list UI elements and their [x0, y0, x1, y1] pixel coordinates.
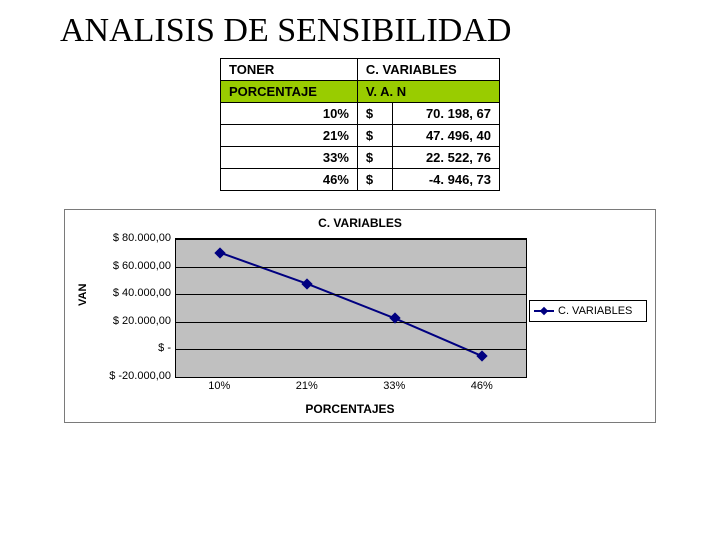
chart-gridline [176, 294, 526, 295]
cell-dollar: $ [357, 103, 392, 125]
table-row: 21% $ 47. 496, 40 [221, 125, 500, 147]
chart-y-tick-label: $ - [101, 342, 171, 354]
chart-y-tick-label: $ 80.000,00 [101, 232, 171, 244]
page-title: ANALISIS DE SENSIBILIDAD [0, 0, 720, 58]
chart-plot-area [175, 238, 527, 378]
cell-dollar: $ [357, 169, 392, 191]
header-toner: TONER [221, 59, 358, 81]
chart-x-tick-label: 10% [176, 380, 263, 392]
table-header-row-1: TONER C. VARIABLES [221, 59, 500, 81]
cell-pct: 46% [221, 169, 358, 191]
cell-pct: 21% [221, 125, 358, 147]
chart-x-tick-label: 46% [438, 380, 525, 392]
chart-y-tick-label: $ 40.000,00 [101, 287, 171, 299]
chart-legend: C. VARIABLES [529, 300, 647, 322]
table-row: 46% $ -4. 946, 73 [221, 169, 500, 191]
cell-value: 47. 496, 40 [392, 125, 499, 147]
table-header-row-2: PORCENTAJE V. A. N [221, 81, 500, 103]
chart-gridline [176, 239, 526, 240]
chart-series-line [220, 253, 483, 357]
chart-gridline [176, 267, 526, 268]
cell-value: 22. 522, 76 [392, 147, 499, 169]
chart-gridline [176, 377, 526, 378]
chart-x-axis-title: PORCENTAJES [175, 402, 525, 416]
cell-dollar: $ [357, 147, 392, 169]
chart-x-tick-label: 21% [263, 380, 350, 392]
cell-pct: 33% [221, 147, 358, 169]
chart-y-axis-title: VAN [77, 284, 89, 306]
cell-dollar: $ [357, 125, 392, 147]
header-porcentaje: PORCENTAJE [221, 81, 358, 103]
legend-label: C. VARIABLES [558, 305, 632, 317]
table-row: 10% $ 70. 198, 67 [221, 103, 500, 125]
chart-gridline [176, 349, 526, 350]
chart-title: C. VARIABLES [65, 216, 655, 230]
chart-y-tick-label: $ 20.000,00 [101, 315, 171, 327]
chart-svg [176, 239, 526, 377]
table-row: 33% $ 22. 522, 76 [221, 147, 500, 169]
chart-x-tick-label: 33% [351, 380, 438, 392]
chart-gridline [176, 322, 526, 323]
chart-container: C. VARIABLES VAN PORCENTAJES C. VARIABLE… [64, 209, 656, 423]
header-van: V. A. N [357, 81, 499, 103]
header-cvariables: C. VARIABLES [357, 59, 499, 81]
legend-marker-icon [534, 310, 554, 312]
cell-value: 70. 198, 67 [392, 103, 499, 125]
cell-value: -4. 946, 73 [392, 169, 499, 191]
chart-y-tick-label: $ 60.000,00 [101, 260, 171, 272]
sensitivity-table: TONER C. VARIABLES PORCENTAJE V. A. N 10… [220, 58, 500, 191]
chart-y-tick-label: $ -20.000,00 [101, 370, 171, 382]
cell-pct: 10% [221, 103, 358, 125]
